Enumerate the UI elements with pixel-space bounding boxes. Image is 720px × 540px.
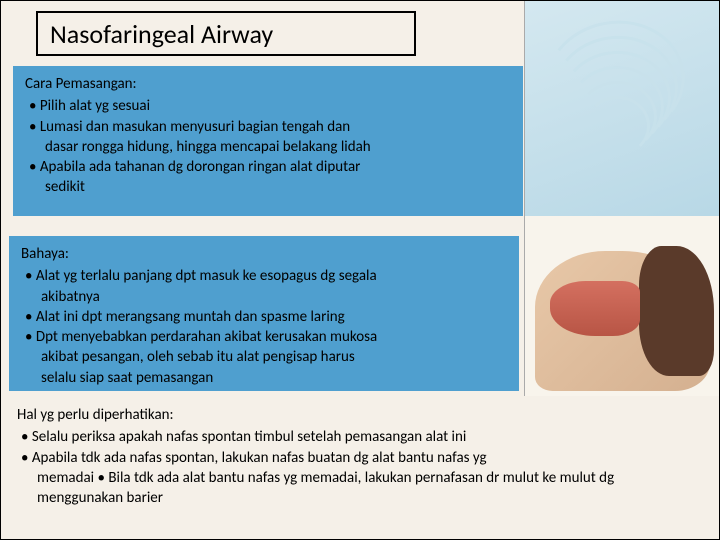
installation-bullet-cont: sedikit <box>25 177 511 197</box>
danger-bullet-cont: akibatnya <box>21 287 507 307</box>
notes-bullet-cont: menggunakan barier <box>17 488 701 508</box>
head-anatomy-image <box>524 216 719 396</box>
danger-bullet-cont: akibat pesangan, oleh sebab itu alat pen… <box>21 347 507 367</box>
notes-bullet: • Selalu periksa apakah nafas spontan ti… <box>17 427 701 447</box>
installation-bullet: • Pilih alat yg sesuai <box>25 96 511 116</box>
slide-title: Nasofaringeal Airway <box>50 18 273 50</box>
airway-devices-image <box>524 1 719 216</box>
danger-heading: Bahaya: <box>21 244 507 264</box>
danger-bullet: • Alat yg terlalu panjang dpt masuk ke e… <box>21 266 507 286</box>
installation-panel: Cara Pemasangan: • Pilih alat yg sesuai … <box>13 66 523 216</box>
installation-bullet: • Lumasi dan masukan menyusuri bagian te… <box>25 117 511 137</box>
danger-bullet: • Dpt menyebabkan perdarahan akibat keru… <box>21 327 507 347</box>
installation-bullet-cont: dasar rongga hidung, hingga mencapai bel… <box>25 137 511 157</box>
danger-panel: Bahaya: • Alat yg terlalu panjang dpt ma… <box>9 236 519 391</box>
notes-panel: Hal yg perlu diperhatikan: • Selalu peri… <box>9 401 709 512</box>
installation-bullet: • Apabila ada tahanan dg dorongan ringan… <box>25 157 511 177</box>
danger-bullet-cont: selalu siap saat pemasangan <box>21 368 507 388</box>
notes-bullet: • Apabila tdk ada nafas spontan, lakukan… <box>17 448 701 468</box>
notes-heading: Hal yg perlu diperhatikan: <box>17 405 701 425</box>
notes-bullet-cont: memadai • Bila tdk ada alat bantu nafas … <box>17 468 701 488</box>
title-box: Nasofaringeal Airway <box>36 11 416 56</box>
installation-heading: Cara Pemasangan: <box>25 74 511 94</box>
danger-bullet: • Alat ini dpt merangsang muntah dan spa… <box>21 307 507 327</box>
